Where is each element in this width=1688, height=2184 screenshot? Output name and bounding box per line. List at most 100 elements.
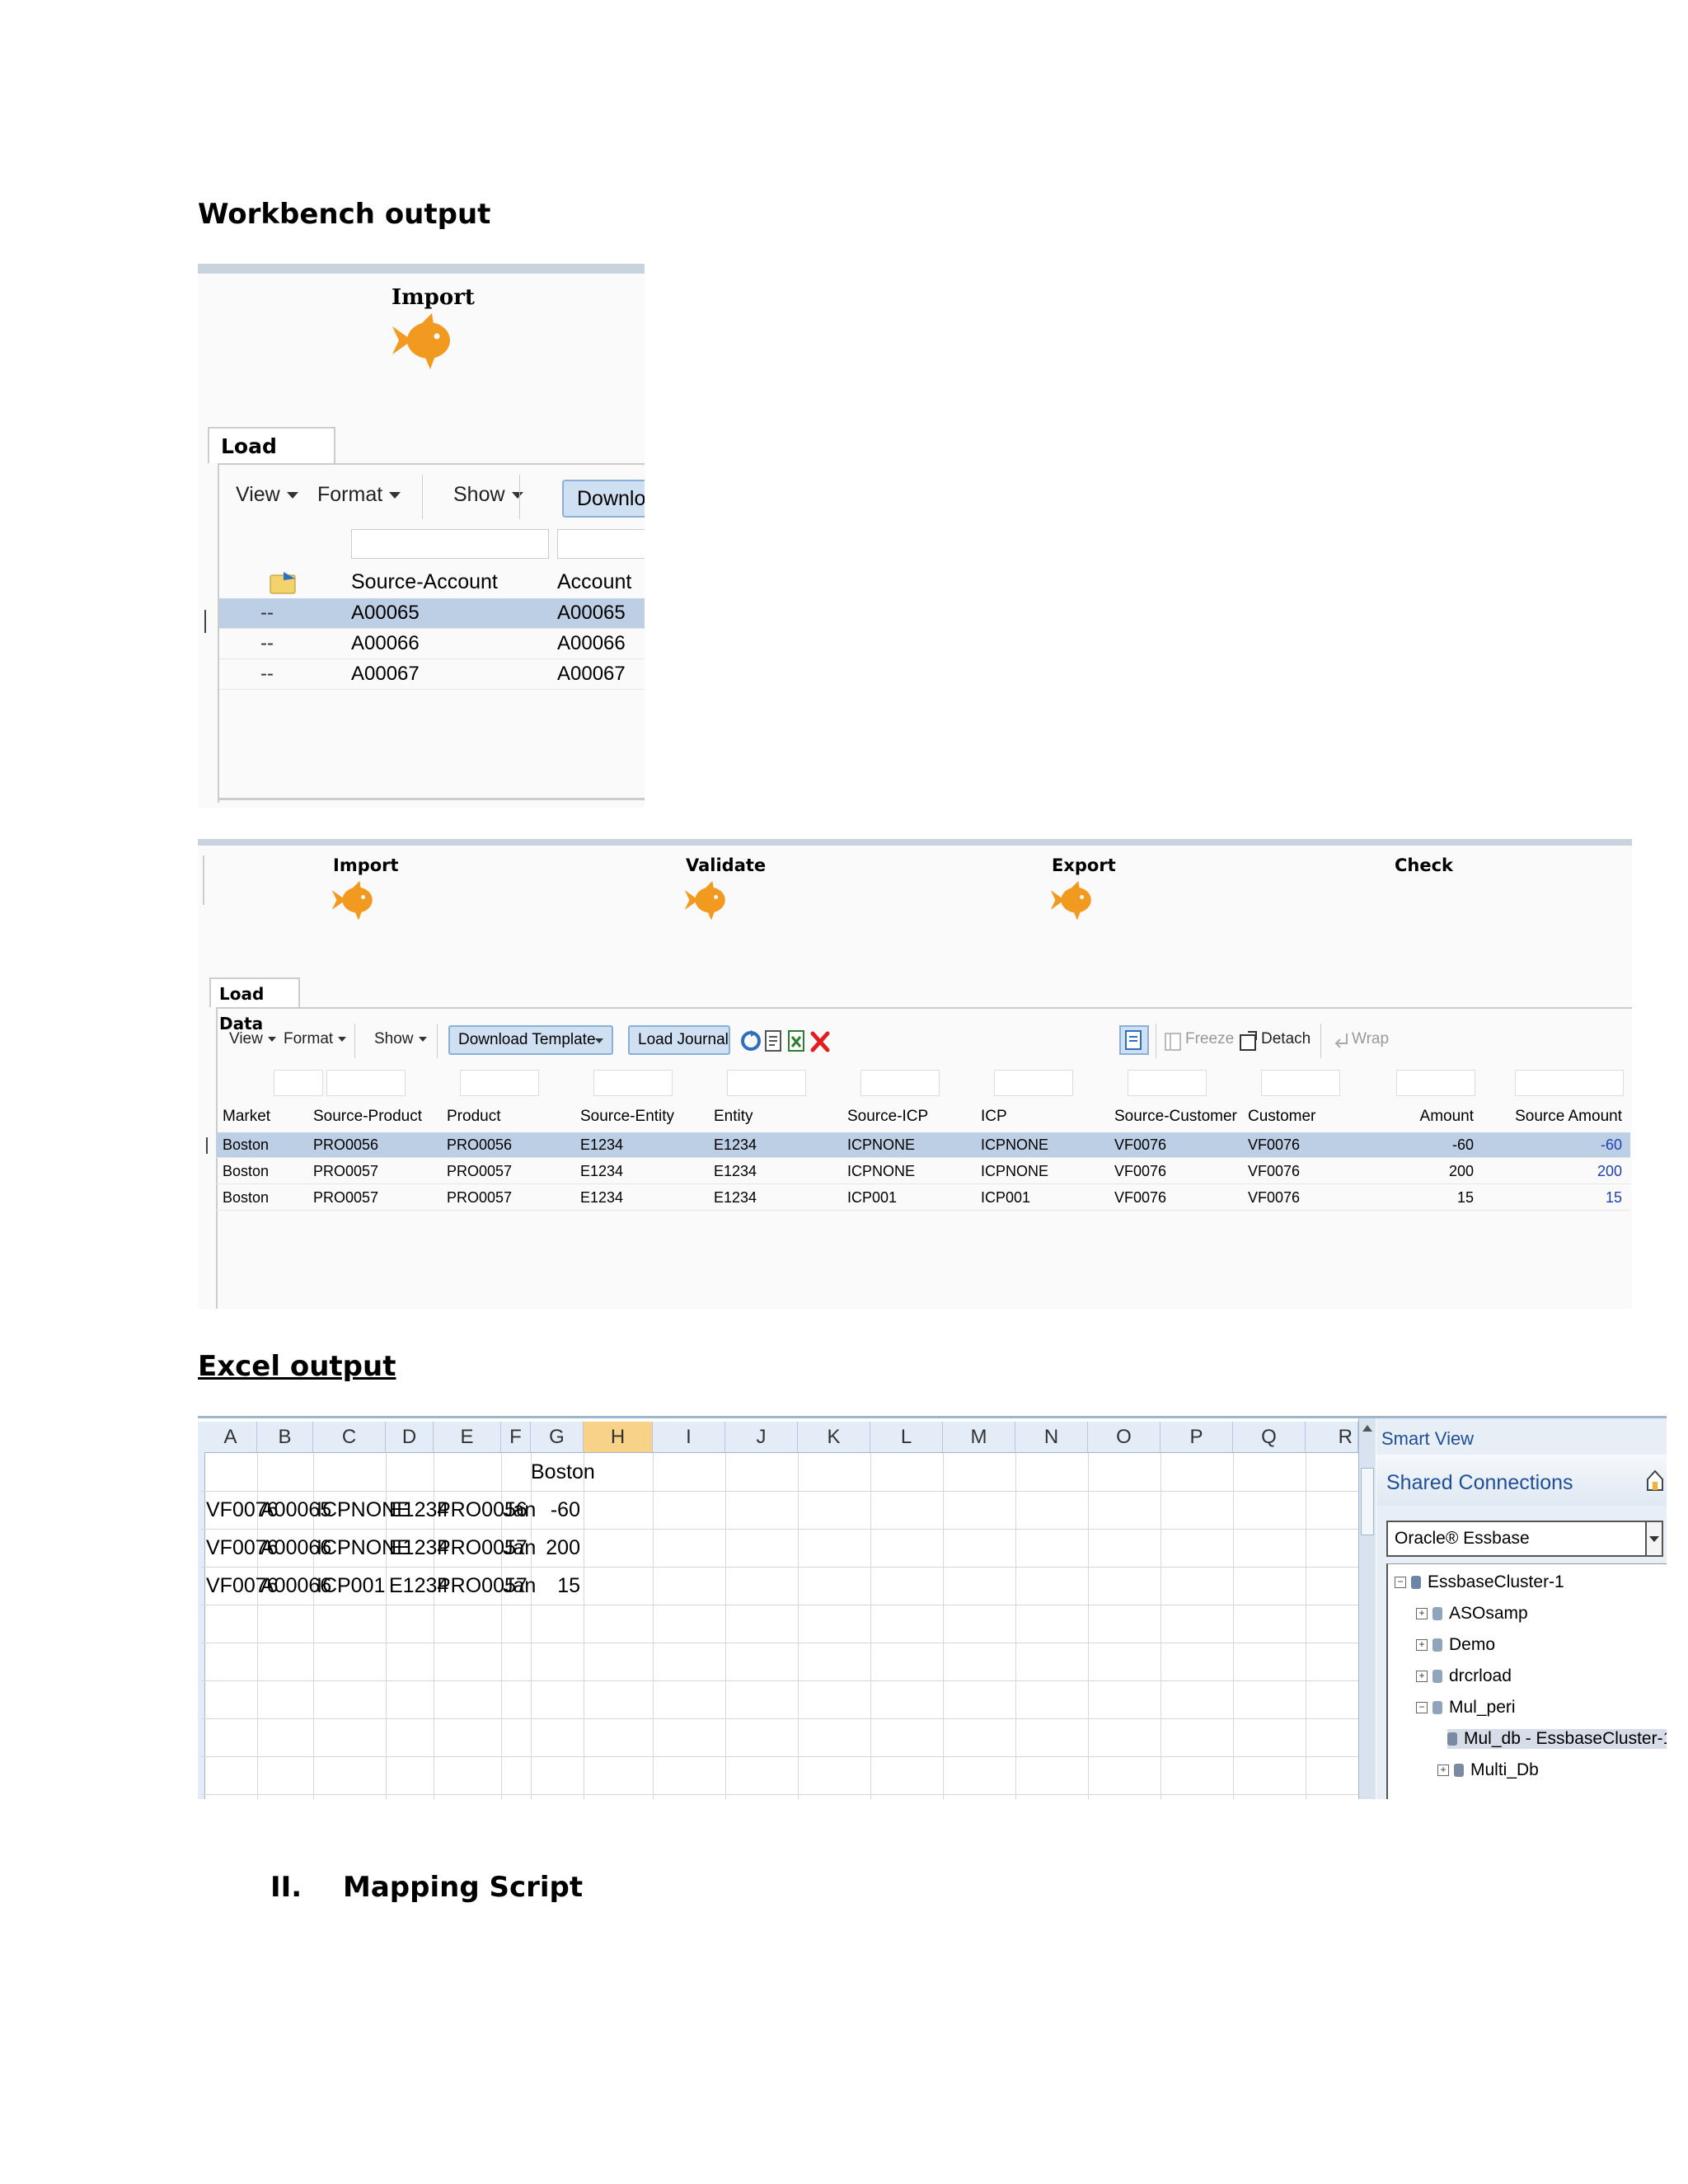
cell[interactable]: A00066 xyxy=(260,1536,332,1559)
column-header-b[interactable]: B xyxy=(257,1422,313,1453)
shared-connections-link[interactable]: Shared Connections xyxy=(1386,1471,1573,1494)
filter-input[interactable] xyxy=(460,1070,539,1096)
tree-node-app[interactable]: − Mul_peri xyxy=(1416,1698,1516,1718)
account-filter-input[interactable] xyxy=(557,529,645,559)
tab-load-data[interactable]: Load Data xyxy=(209,977,300,1033)
download-template-button[interactable]: Download Template xyxy=(448,1025,613,1055)
cell[interactable]: A00065 xyxy=(260,1498,332,1521)
fish-icon[interactable] xyxy=(389,310,455,371)
tree-node-database[interactable]: + Multi_Db xyxy=(1437,1760,1539,1780)
cell[interactable]: ICP001 xyxy=(316,1574,386,1597)
collapse-handle[interactable] xyxy=(198,610,206,633)
column-header-source-customer[interactable]: Source-Customer xyxy=(1114,1108,1237,1125)
detach-button[interactable]: Detach xyxy=(1261,1030,1311,1047)
show-menu[interactable]: Show xyxy=(453,483,523,507)
collapse-icon[interactable]: − xyxy=(1416,1702,1428,1714)
column-header-o[interactable]: O xyxy=(1088,1422,1160,1453)
cell[interactable]: ICPNONE xyxy=(316,1498,410,1521)
cell[interactable]: -60 xyxy=(550,1498,580,1521)
expand-icon[interactable]: + xyxy=(1416,1608,1428,1620)
tree-node-app[interactable]: + Demo xyxy=(1416,1635,1495,1655)
column-header-q[interactable]: Q xyxy=(1233,1422,1306,1453)
cell[interactable]: Jan xyxy=(503,1536,537,1559)
filter-input[interactable] xyxy=(1396,1070,1475,1096)
table-row[interactable]: -- A00065 A00065 xyxy=(219,598,645,629)
column-header-g[interactable]: G xyxy=(531,1422,584,1453)
filter-input[interactable] xyxy=(1261,1070,1340,1096)
cell[interactable]: E1234 xyxy=(389,1498,449,1521)
column-header-source-account[interactable]: Source-Account xyxy=(351,570,498,593)
cell[interactable]: ICPNONE xyxy=(316,1536,410,1559)
table-row[interactable]: Boston PRO0057 PRO0057 E1234 E1234 ICP00… xyxy=(216,1185,1630,1211)
column-header-h[interactable]: H xyxy=(584,1422,653,1453)
refresh-folder-icon[interactable] xyxy=(267,569,300,597)
column-header-entity[interactable]: Entity xyxy=(714,1108,753,1125)
cell[interactable]: PRO0056 xyxy=(437,1498,528,1521)
show-menu[interactable]: Show xyxy=(374,1030,427,1048)
query-toggle-button[interactable] xyxy=(1119,1025,1149,1055)
column-header-j[interactable]: J xyxy=(725,1422,798,1453)
column-header-icp[interactable]: ICP xyxy=(981,1108,1007,1125)
vertical-scrollbar[interactable] xyxy=(1358,1418,1376,1799)
filter-input[interactable] xyxy=(274,1070,323,1096)
load-journal-button[interactable]: Load Journal xyxy=(628,1025,730,1055)
freeze-button[interactable]: Freeze xyxy=(1185,1030,1235,1047)
column-header-f[interactable]: F xyxy=(501,1422,531,1453)
format-menu[interactable]: Format xyxy=(284,1030,347,1048)
column-header-c[interactable]: C xyxy=(313,1422,386,1453)
expand-icon[interactable]: + xyxy=(1437,1765,1449,1777)
home-icon[interactable] xyxy=(1645,1468,1665,1493)
column-header-source-product[interactable]: Source-Product xyxy=(313,1108,423,1125)
view-menu[interactable]: View xyxy=(236,483,298,507)
table-row[interactable]: -- A00067 A00067 xyxy=(219,659,645,690)
column-header-d[interactable]: D xyxy=(386,1422,434,1453)
cell[interactable]: PRO0057 xyxy=(437,1536,528,1559)
column-header-m[interactable]: M xyxy=(943,1422,1015,1453)
provider-select[interactable]: Oracle® Essbase xyxy=(1386,1521,1663,1557)
tab-load-data[interactable]: Load Data xyxy=(208,427,335,494)
delete-icon[interactable] xyxy=(809,1029,831,1053)
cell-g1[interactable]: Boston xyxy=(531,1460,595,1483)
cell[interactable]: Jan xyxy=(503,1498,537,1521)
column-header-market[interactable]: Market xyxy=(223,1108,271,1125)
column-header-n[interactable]: N xyxy=(1015,1422,1088,1453)
cell[interactable]: 15 xyxy=(557,1574,580,1597)
cell[interactable]: VF0076 xyxy=(206,1498,279,1521)
tree-node-cluster[interactable]: − EssbaseCluster-1 xyxy=(1395,1572,1564,1592)
cell[interactable]: E1234 xyxy=(389,1574,449,1597)
column-header-l[interactable]: L xyxy=(870,1422,943,1453)
scrollbar-thumb[interactable] xyxy=(1361,1468,1374,1535)
filter-input[interactable] xyxy=(326,1070,406,1096)
column-header-i[interactable]: I xyxy=(653,1422,725,1453)
column-header-e[interactable]: E xyxy=(434,1422,501,1453)
source-account-filter-input[interactable] xyxy=(351,529,549,559)
tree-node-app[interactable]: + drcrload xyxy=(1416,1666,1512,1686)
column-header-r[interactable]: R xyxy=(1306,1422,1358,1453)
filter-input[interactable] xyxy=(994,1070,1073,1096)
filter-input[interactable] xyxy=(727,1070,806,1096)
filter-input[interactable] xyxy=(1128,1070,1207,1096)
column-header-customer[interactable]: Customer xyxy=(1248,1108,1316,1125)
column-header-amount[interactable]: Amount xyxy=(1419,1108,1474,1125)
cell[interactable]: A00066 xyxy=(260,1574,332,1597)
cell[interactable]: 200 xyxy=(546,1536,580,1559)
column-header-a[interactable]: A xyxy=(204,1422,257,1453)
filter-input[interactable] xyxy=(593,1070,673,1096)
report-icon[interactable] xyxy=(763,1029,785,1053)
tree-node-app[interactable]: + ASOsamp xyxy=(1416,1604,1528,1624)
scroll-up-icon[interactable] xyxy=(1362,1425,1372,1432)
dropdown-button[interactable] xyxy=(1645,1522,1662,1555)
format-menu[interactable]: Format xyxy=(317,483,401,507)
expand-icon[interactable]: + xyxy=(1416,1671,1428,1683)
column-header-product[interactable]: Product xyxy=(447,1108,501,1125)
cell[interactable]: Jan xyxy=(503,1574,537,1597)
excel-export-icon[interactable] xyxy=(786,1029,808,1053)
cell[interactable]: VF0076 xyxy=(206,1536,279,1559)
filter-input[interactable] xyxy=(1515,1070,1624,1096)
cell[interactable]: PRO0057 xyxy=(437,1574,528,1597)
column-header-source-icp[interactable]: Source-ICP xyxy=(847,1108,929,1125)
table-row[interactable]: -- A00066 A00066 xyxy=(219,629,645,659)
refresh-icon[interactable] xyxy=(740,1029,762,1053)
fish-icon[interactable] xyxy=(330,877,376,923)
column-header-p[interactable]: P xyxy=(1160,1422,1233,1453)
